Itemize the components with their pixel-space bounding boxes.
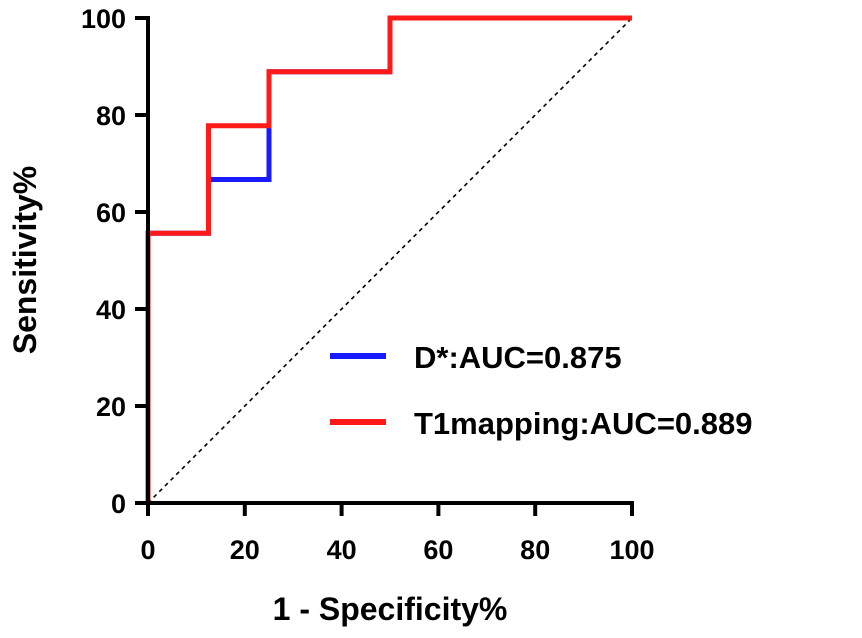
y-axis-title: Sensitivity% bbox=[7, 166, 43, 355]
x-tick-label: 80 bbox=[520, 535, 550, 565]
legend-label: D*:AUC=0.875 bbox=[414, 340, 622, 375]
x-tick-label: 100 bbox=[609, 535, 654, 565]
y-tick-label: 100 bbox=[81, 4, 126, 34]
plot-area bbox=[145, 15, 633, 504]
y-ticks: 0 20 40 60 80 100 bbox=[81, 4, 148, 519]
x-tick-label: 0 bbox=[140, 535, 155, 565]
y-tick-label: 40 bbox=[96, 295, 126, 325]
y-tick-label: 0 bbox=[111, 489, 126, 519]
series-group bbox=[145, 15, 632, 503]
legend-label: T1mapping:AUC=0.889 bbox=[414, 406, 753, 441]
y-tick-label: 80 bbox=[96, 101, 126, 131]
axes: 0 20 40 60 80 100 0 20 40 60 80 100 bbox=[81, 4, 655, 565]
x-tick-label: 60 bbox=[423, 535, 453, 565]
y-tick-label: 20 bbox=[96, 392, 126, 422]
x-ticks: 0 20 40 60 80 100 bbox=[140, 503, 655, 565]
legend: D*:AUC=0.875 T1mapping:AUC=0.889 bbox=[330, 340, 753, 441]
x-axis-title: 1 - Specificity% bbox=[273, 591, 508, 627]
reference-diagonal-line bbox=[147, 17, 633, 504]
x-tick-label: 40 bbox=[327, 535, 357, 565]
series-line-t1mapping bbox=[145, 15, 632, 503]
x-tick-label: 20 bbox=[230, 535, 260, 565]
y-tick-label: 60 bbox=[96, 198, 126, 228]
